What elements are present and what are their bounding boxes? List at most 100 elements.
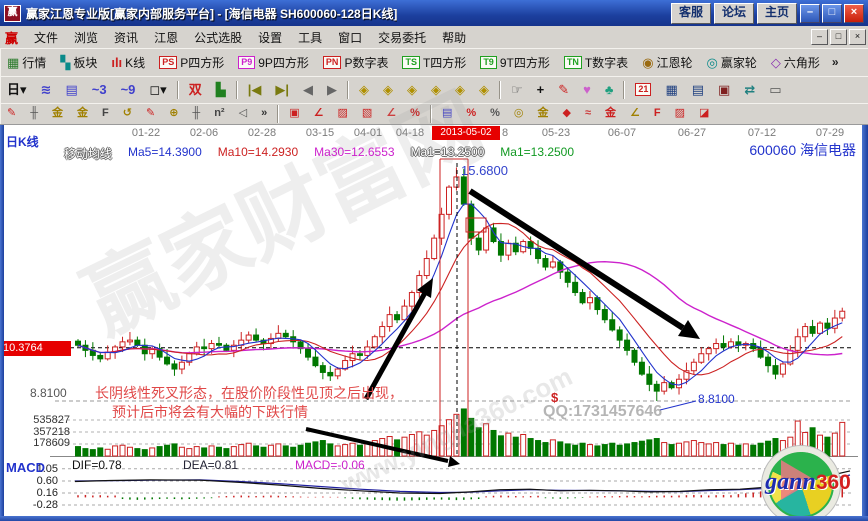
toolbar-button[interactable]: ~9 xyxy=(115,80,142,99)
toolbar-button[interactable]: + xyxy=(531,80,551,99)
close-button[interactable]: × xyxy=(844,3,864,23)
toolbar-button[interactable]: % xyxy=(460,104,482,123)
menu-item-8[interactable]: 交易委托 xyxy=(378,30,427,45)
toolbar-button[interactable]: 金 xyxy=(532,104,555,123)
toolbar-button[interactable]: ~3 xyxy=(86,80,113,99)
child-window-control-0[interactable]: – xyxy=(811,29,828,45)
toolbar-button-icon: ◇ xyxy=(770,54,781,70)
toolbar-button[interactable]: ◈ xyxy=(401,80,423,99)
child-window-control-1[interactable]: □ xyxy=(830,29,847,45)
toolbar-button[interactable]: % xyxy=(484,104,506,123)
toolbar-button[interactable]: 21 xyxy=(629,81,657,98)
toolbar-button[interactable]: ▤ xyxy=(436,104,458,123)
toolbar-button[interactable]: PN P数字表 xyxy=(317,52,395,73)
toolbar-button[interactable]: ▭ xyxy=(763,80,787,99)
toolbar-button[interactable]: ◻▾ xyxy=(143,80,172,99)
toolbar-button[interactable]: ⇄ xyxy=(738,80,761,99)
logo-360-text: 360 xyxy=(815,471,851,494)
toolbar-button[interactable]: » xyxy=(255,104,273,123)
toolbar-button[interactable]: ◎ xyxy=(508,104,530,123)
toolbar-button[interactable]: ▤ xyxy=(59,80,83,99)
toolbar-button[interactable]: TS T四方形 xyxy=(396,52,472,73)
ma10-value: Ma10=14.2930 xyxy=(217,145,299,159)
toolbar-button[interactable]: ▚ 板块 xyxy=(54,52,103,73)
toolbar-button[interactable]: F xyxy=(96,104,115,123)
child-window-control-2[interactable]: × xyxy=(849,29,866,45)
menu-item-3[interactable]: 江恩 xyxy=(154,30,179,45)
toolbar-button[interactable]: ⊕ xyxy=(163,104,184,123)
toolbar-button[interactable]: 金 xyxy=(71,104,94,123)
toolbar-button[interactable]: ≋ xyxy=(35,80,58,99)
toolbar-button[interactable]: n² xyxy=(208,104,230,123)
toolbar-button[interactable]: ✎ xyxy=(140,104,161,123)
toolbar-button[interactable]: ◈ xyxy=(377,80,399,99)
toolbar-button[interactable]: ✎ xyxy=(552,80,575,99)
toolbar-button-icon: ◈ xyxy=(455,82,466,97)
toolbar-button[interactable]: 双 xyxy=(183,80,208,99)
toolbar-button[interactable]: ◪ xyxy=(693,104,715,123)
title-link-0[interactable]: 客服 xyxy=(670,2,711,24)
toolbar-button[interactable]: 日▾ xyxy=(1,80,33,99)
toolbar-button[interactable]: ▤ xyxy=(686,80,710,99)
toolbar-button[interactable]: PS P四方形 xyxy=(153,52,230,73)
maximize-button[interactable]: □ xyxy=(822,3,842,23)
menu-item-1[interactable]: 浏览 xyxy=(74,30,99,45)
toolbar-button[interactable]: ▣ xyxy=(712,80,736,99)
toolbar-separator xyxy=(623,80,626,99)
toolbar-button[interactable]: ◈ xyxy=(425,80,447,99)
toolbar-button[interactable]: ◎ 赢家轮 xyxy=(701,52,763,73)
toolbar-button[interactable]: ◇ 六角形 xyxy=(765,52,826,73)
toolbar-button[interactable]: % xyxy=(404,104,426,123)
toolbar-button[interactable]: ılı K线 xyxy=(105,52,151,73)
toolbar-button[interactable]: TN T数字表 xyxy=(558,52,634,73)
toolbar-button[interactable]: ▦ xyxy=(659,80,683,99)
toolbar-button[interactable]: ✎ xyxy=(1,104,22,123)
menu-item-5[interactable]: 设置 xyxy=(258,30,283,45)
title-bar[interactable]: 赢 赢家江恩专业版[赢家内部服务平台] - [海信电器 SH600060-128… xyxy=(0,0,868,26)
toolbar-button[interactable]: ◉ 江恩轮 xyxy=(636,52,698,73)
menu-item-2[interactable]: 资讯 xyxy=(114,30,139,45)
toolbar-button[interactable]: T9 9T四方形 xyxy=(474,52,556,73)
toolbar-button[interactable]: ∠ xyxy=(308,104,330,123)
toolbar-button-icon: ◈ xyxy=(431,82,442,97)
toolbar-overflow-button[interactable]: » xyxy=(831,55,839,69)
toolbar-button[interactable]: F xyxy=(648,104,667,123)
toolbar-button[interactable]: |◀ xyxy=(242,80,268,99)
toolbar-button[interactable]: ▨ xyxy=(331,104,353,123)
toolbar-button[interactable]: ♥ xyxy=(577,80,597,99)
toolbar-button[interactable]: ∠ xyxy=(624,104,646,123)
toolbar-button[interactable]: ∠ xyxy=(380,104,402,123)
toolbar-button[interactable]: ▨ xyxy=(669,104,691,123)
toolbar-button[interactable]: ◈ xyxy=(473,80,495,99)
menu-item-9[interactable]: 帮助 xyxy=(442,30,467,45)
toolbar-button[interactable]: 金 xyxy=(46,104,69,123)
app-icon: 赢 xyxy=(4,4,21,22)
toolbar-button[interactable]: ◆ xyxy=(557,104,577,123)
toolbar-button[interactable]: ↺ xyxy=(117,104,138,123)
toolbar-button[interactable]: P9 9P四方形 xyxy=(232,52,315,73)
toolbar-button[interactable]: ☞ xyxy=(505,80,529,99)
title-link-2[interactable]: 主页 xyxy=(756,2,797,24)
toolbar-button[interactable]: ▦ 行情 xyxy=(1,52,52,73)
toolbar-button[interactable]: ▣ xyxy=(283,104,305,123)
menu-item-4[interactable]: 公式选股 xyxy=(194,30,243,45)
toolbar-button[interactable]: ╫ xyxy=(186,104,206,123)
title-link-1[interactable]: 论坛 xyxy=(713,2,754,24)
toolbar-button[interactable]: ◈ xyxy=(449,80,471,99)
menu-item-6[interactable]: 工具 xyxy=(298,30,323,45)
toolbar-button[interactable]: ≈ xyxy=(579,104,597,123)
toolbar-button[interactable]: ▧ xyxy=(356,104,378,123)
toolbar-button[interactable]: ▶| xyxy=(269,80,295,99)
toolbar-button[interactable]: ◈ xyxy=(353,80,375,99)
toolbar-button[interactable]: ♣ xyxy=(599,80,620,99)
toolbar-button[interactable]: ▶ xyxy=(321,80,343,99)
toolbar-button[interactable]: ◁ xyxy=(233,104,253,123)
minimize-button[interactable]: – xyxy=(800,3,820,23)
menu-item-0[interactable]: 文件 xyxy=(34,30,59,45)
menu-item-7[interactable]: 窗口 xyxy=(338,30,363,45)
toolbar-button[interactable]: ▙ xyxy=(210,80,232,99)
toolbar-button[interactable]: 金 xyxy=(599,104,622,123)
toolbar-button[interactable]: ╫ xyxy=(24,104,44,123)
toolbar-button[interactable]: ◀ xyxy=(297,80,319,99)
chart-canvas[interactable] xyxy=(0,125,868,521)
